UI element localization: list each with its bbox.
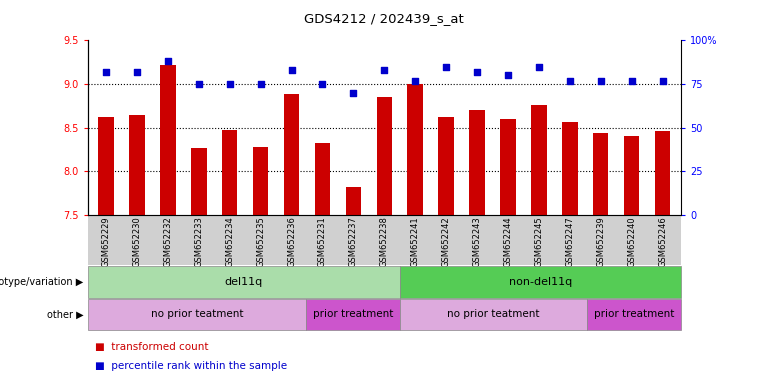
Bar bbox=[377, 97, 392, 215]
Text: prior treatment: prior treatment bbox=[594, 310, 674, 319]
Point bbox=[594, 78, 607, 84]
Point bbox=[657, 78, 669, 84]
Text: genotype/variation ▶: genotype/variation ▶ bbox=[0, 277, 84, 287]
Bar bbox=[129, 114, 145, 215]
Bar bbox=[160, 65, 176, 215]
Bar bbox=[222, 130, 237, 215]
Bar bbox=[654, 131, 670, 215]
Point bbox=[347, 90, 359, 96]
Text: no prior teatment: no prior teatment bbox=[447, 310, 540, 319]
Bar bbox=[191, 148, 206, 215]
Bar bbox=[438, 117, 454, 215]
Point bbox=[162, 58, 174, 65]
Bar bbox=[345, 187, 361, 215]
Point bbox=[533, 63, 545, 70]
Point bbox=[471, 69, 483, 75]
Text: GDS4212 / 202439_s_at: GDS4212 / 202439_s_at bbox=[304, 12, 464, 25]
Text: other ▶: other ▶ bbox=[47, 310, 84, 319]
Text: no prior teatment: no prior teatment bbox=[151, 310, 243, 319]
Bar bbox=[531, 105, 546, 215]
Point bbox=[285, 67, 298, 73]
Bar bbox=[284, 94, 299, 215]
Point bbox=[100, 69, 112, 75]
Point bbox=[317, 81, 329, 87]
Text: non-del11q: non-del11q bbox=[509, 277, 572, 287]
Point bbox=[224, 81, 236, 87]
Bar bbox=[562, 122, 578, 215]
Point bbox=[440, 63, 452, 70]
Bar bbox=[500, 119, 516, 215]
Text: ■  transformed count: ■ transformed count bbox=[95, 342, 209, 352]
Bar bbox=[253, 147, 269, 215]
Bar bbox=[315, 142, 330, 215]
Point bbox=[131, 69, 143, 75]
Bar bbox=[624, 136, 639, 215]
Bar bbox=[407, 84, 423, 215]
Text: del11q: del11q bbox=[224, 277, 263, 287]
Point bbox=[193, 81, 205, 87]
Point bbox=[254, 81, 266, 87]
Point bbox=[378, 67, 390, 73]
Point bbox=[502, 72, 514, 78]
Point bbox=[564, 78, 576, 84]
Point bbox=[626, 78, 638, 84]
Bar bbox=[470, 110, 485, 215]
Text: ■  percentile rank within the sample: ■ percentile rank within the sample bbox=[95, 361, 287, 371]
Bar bbox=[593, 133, 609, 215]
Text: prior treatment: prior treatment bbox=[313, 310, 393, 319]
Point bbox=[409, 78, 422, 84]
Bar bbox=[98, 117, 114, 215]
